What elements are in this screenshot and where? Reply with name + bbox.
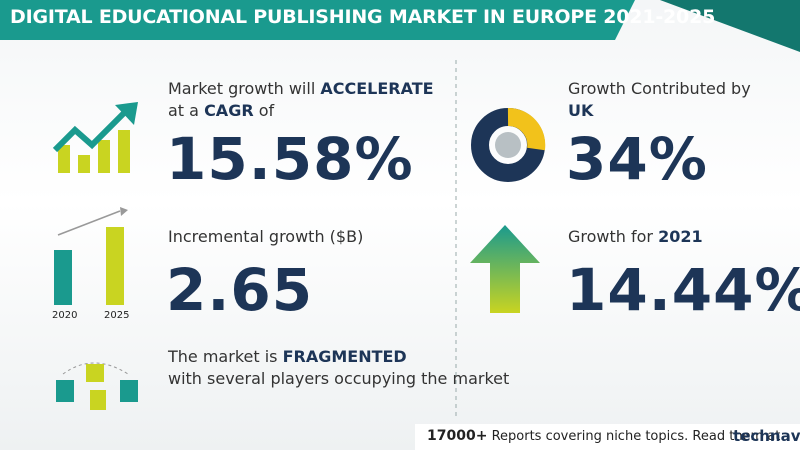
text: 2021 — [658, 227, 703, 246]
footer: 17000+ Reports covering niche topics. Re… — [415, 424, 800, 450]
text: CAGR — [204, 101, 254, 120]
text: The market is — [168, 347, 283, 366]
cagr-value: 15.58% — [166, 125, 414, 193]
text: 17000+ — [427, 428, 488, 444]
text: UK — [568, 101, 594, 120]
incremental-label: Incremental growth ($B) — [168, 227, 364, 246]
text: of — [253, 101, 275, 120]
divider — [455, 60, 457, 420]
incremental-value: 2.65 — [166, 256, 314, 324]
fragmented-icon — [56, 362, 138, 410]
cagr-label: Market growth will ACCELERATE at a CAGR o… — [168, 78, 434, 122]
text: ACCELERATE — [320, 79, 434, 98]
title-banner — [0, 0, 800, 52]
brand[interactable]: technavio — [733, 427, 800, 445]
growth-year-label: Growth for 2021 — [568, 226, 703, 248]
growth-icon — [52, 102, 138, 173]
text: with several players occupying the marke… — [168, 369, 510, 388]
text: at a — [168, 101, 205, 120]
fragmented-label: The market is FRAGMENTED with several pla… — [168, 346, 509, 390]
year-label: 2020 — [52, 310, 78, 321]
growth-year-value: 14.44% — [566, 256, 800, 324]
title: DIGITAL EDUCATIONAL PUBLISHING MARKET IN… — [10, 6, 716, 28]
contribution-label: Growth Contributed by UK — [568, 78, 751, 122]
text: FRAGMENTED — [282, 347, 407, 366]
incremental-icon — [54, 207, 128, 305]
text: Growth Contributed by — [568, 79, 751, 98]
arrow-icon — [470, 225, 540, 313]
text: Growth for — [568, 227, 659, 246]
text: Market growth will — [168, 79, 321, 98]
footer-text: 17000+ Reports covering niche topics. Re… — [427, 428, 780, 444]
year-label: 2025 — [104, 310, 130, 321]
donut-icon — [471, 107, 546, 182]
text: Reports covering niche topics. Read them… — [491, 429, 781, 444]
contribution-value: 34% — [566, 125, 708, 193]
